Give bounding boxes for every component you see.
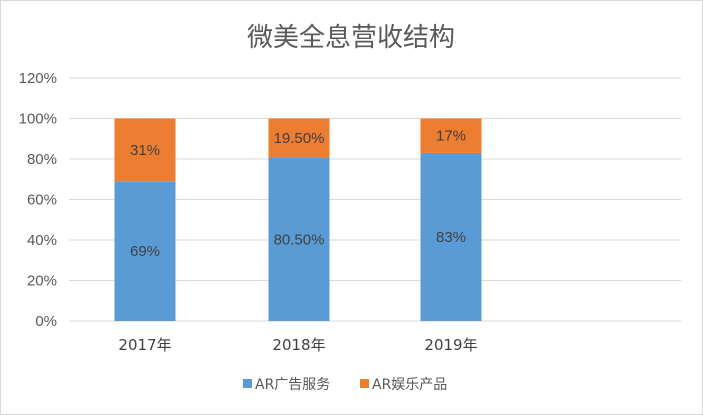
data-label: 83%	[436, 229, 466, 246]
bar-segment[interactable]	[420, 118, 482, 153]
y-tick-label: 20%	[27, 273, 57, 290]
data-label: 17%	[436, 128, 466, 145]
y-axis-tick-labels: 0% 20% 40% 60% 80% 100% 120%	[19, 70, 57, 330]
y-tick-label: 120%	[19, 70, 57, 87]
legend-item[interactable]: AR娱乐产品	[372, 377, 447, 393]
legend[interactable]: AR广告服务 AR娱乐产品	[243, 377, 447, 393]
bar-segment[interactable]	[268, 118, 330, 158]
bar-segment[interactable]	[114, 181, 176, 321]
bar-segment[interactable]	[420, 152, 482, 321]
bars	[114, 118, 482, 321]
data-labels: 69% 31% 80.50% 19.50% 83% 17%	[130, 128, 466, 260]
legend-swatch	[360, 379, 369, 388]
y-tick-label: 40%	[27, 232, 57, 249]
bar-segment[interactable]	[114, 118, 176, 182]
legend-item[interactable]: AR广告服务	[255, 377, 330, 393]
x-category-label: 2017年	[118, 336, 171, 354]
y-tick-label: 80%	[27, 151, 57, 168]
data-label: 31%	[130, 142, 160, 159]
data-label: 80.50%	[274, 231, 325, 248]
y-tick-label: 0%	[35, 313, 57, 330]
data-label: 69%	[130, 243, 160, 260]
x-axis-category-labels: 2017年 2018年 2019年	[118, 336, 477, 354]
legend-swatch	[243, 379, 252, 388]
y-tick-label: 100%	[19, 111, 57, 128]
x-category-label: 2018年	[272, 336, 325, 354]
chart-title: 微美全息营收结构	[247, 23, 455, 53]
data-label: 19.50%	[274, 130, 325, 147]
y-tick-label: 60%	[27, 192, 57, 209]
x-category-label: 2019年	[424, 336, 477, 354]
bar-segment[interactable]	[268, 157, 330, 321]
